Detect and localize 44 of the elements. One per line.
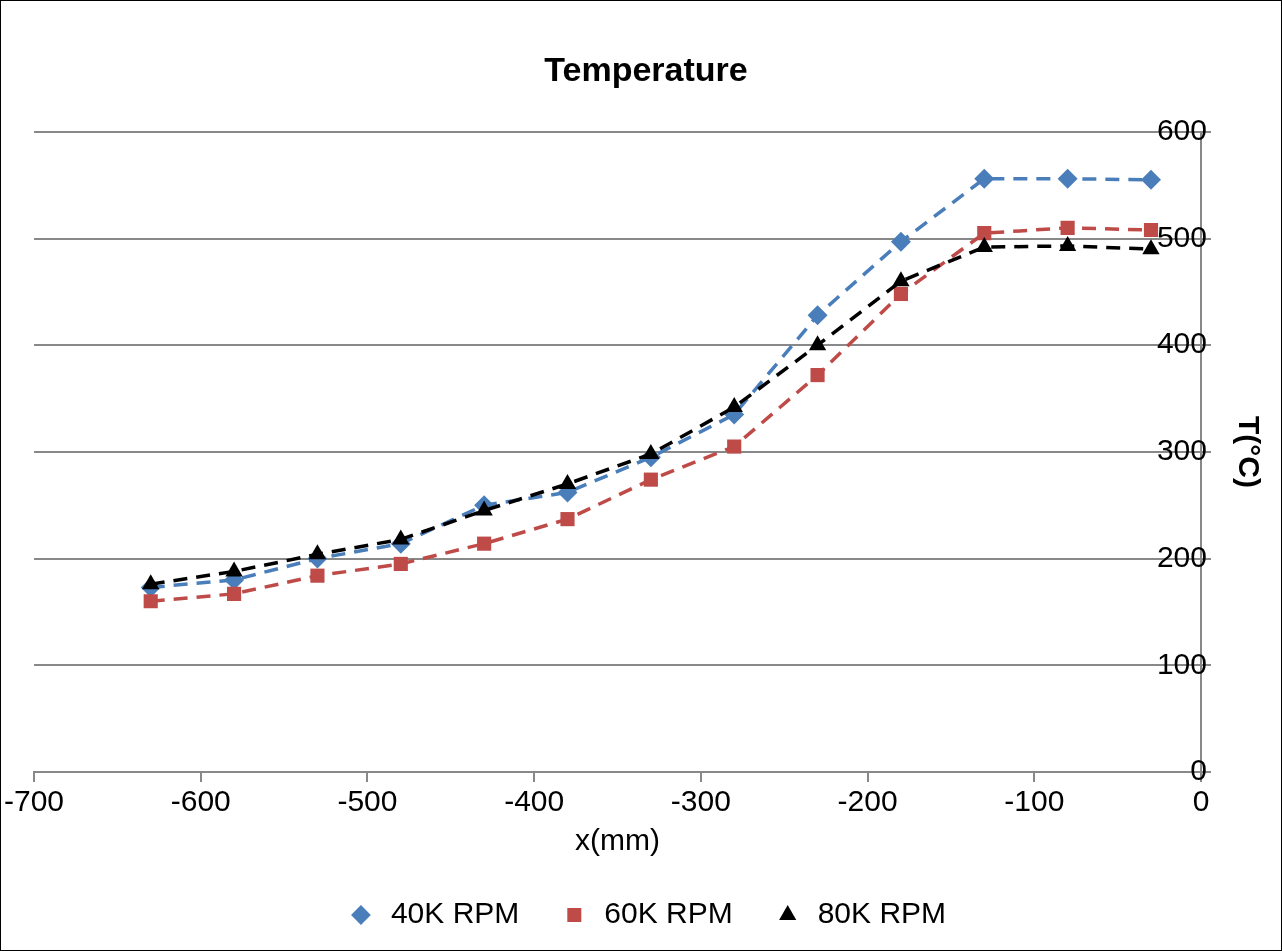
x-tick-label: -300: [670, 784, 731, 818]
point: [642, 444, 660, 460]
legend-label: 40K RPM: [390, 896, 520, 930]
x-tick-label: -600: [170, 784, 231, 818]
x-tick-label: -200: [837, 784, 898, 818]
point: [975, 237, 993, 253]
point: [974, 168, 995, 189]
y-tick-label: 100: [1156, 646, 1207, 680]
legend-label: 80K RPM: [817, 896, 947, 930]
x-tick-label: -500: [337, 784, 398, 818]
y-tick-label: 600: [1156, 113, 1207, 147]
point: [807, 305, 828, 326]
legend-label: 60K RPM: [604, 896, 733, 930]
point: [560, 512, 575, 527]
point: [143, 594, 158, 609]
point: [892, 271, 910, 287]
x-tick-label: -100: [1004, 784, 1065, 818]
point: [1057, 168, 1078, 189]
point: [1143, 222, 1159, 238]
chart-title: Temperature: [544, 49, 748, 88]
point: [393, 556, 408, 572]
point: [808, 335, 827, 351]
point: [725, 397, 743, 413]
y-tick-label: 0: [1190, 753, 1207, 787]
y-tick-label: 400: [1156, 326, 1207, 360]
point: [477, 536, 492, 551]
y-tick-label: 200: [1156, 539, 1207, 573]
x-axis-title: x(mm): [575, 823, 660, 857]
x-tick-label: -700: [4, 784, 65, 818]
point: [1060, 220, 1075, 235]
point: [890, 231, 911, 252]
point: [1140, 169, 1161, 190]
y-axis-title: T(°C): [1232, 415, 1266, 488]
y-tick-label: 500: [1156, 219, 1207, 253]
y-tick-label: 300: [1156, 433, 1207, 467]
point: [977, 226, 992, 241]
x-tick-label: -400: [504, 784, 565, 818]
point: [810, 368, 825, 383]
point: [1142, 239, 1160, 255]
point: [643, 472, 658, 487]
point: [310, 568, 325, 583]
point: [893, 286, 908, 302]
point: [727, 439, 742, 454]
point: [227, 586, 242, 601]
